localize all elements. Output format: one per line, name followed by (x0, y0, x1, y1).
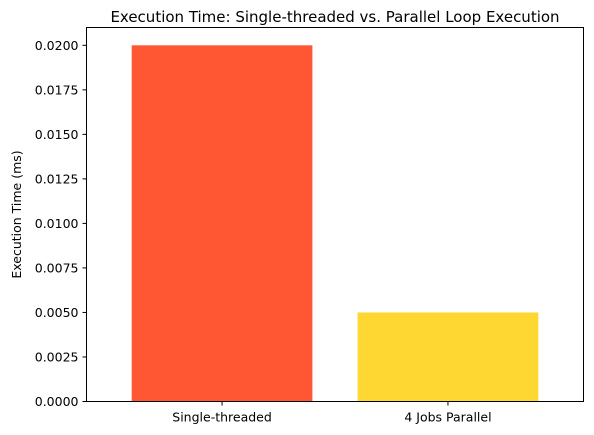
y-tick-label: 0.0000 (35, 394, 79, 409)
y-tick-label: 0.0150 (35, 127, 79, 142)
y-tick-label: 0.0075 (35, 260, 79, 275)
x-axis-ticks: Single-threaded 4 Jobs Parallel (172, 401, 492, 425)
y-tick-label: 0.0025 (35, 349, 79, 364)
x-tick-label: Single-threaded (172, 410, 272, 425)
y-tick-label: 0.0050 (35, 305, 79, 320)
y-tick-label: 0.0200 (35, 38, 79, 53)
y-axis-label: Execution Time (ms) (9, 150, 24, 278)
bars-layer (131, 45, 539, 402)
bar-0 (131, 45, 313, 402)
plot-area-frame (86, 27, 584, 402)
y-tick-label: 0.0100 (35, 216, 79, 231)
y-tick-label: 0.0175 (35, 82, 79, 97)
y-axis-ticks: 0.0000 0.0025 0.0050 0.0075 0.0100 0.0125 0.01… (35, 38, 87, 409)
chart-title: Execution Time: Single-threaded vs. Para… (110, 8, 559, 26)
x-tick-label: 4 Jobs Parallel (404, 410, 491, 425)
y-tick-label: 0.0125 (35, 171, 79, 186)
bar-1 (357, 312, 539, 402)
